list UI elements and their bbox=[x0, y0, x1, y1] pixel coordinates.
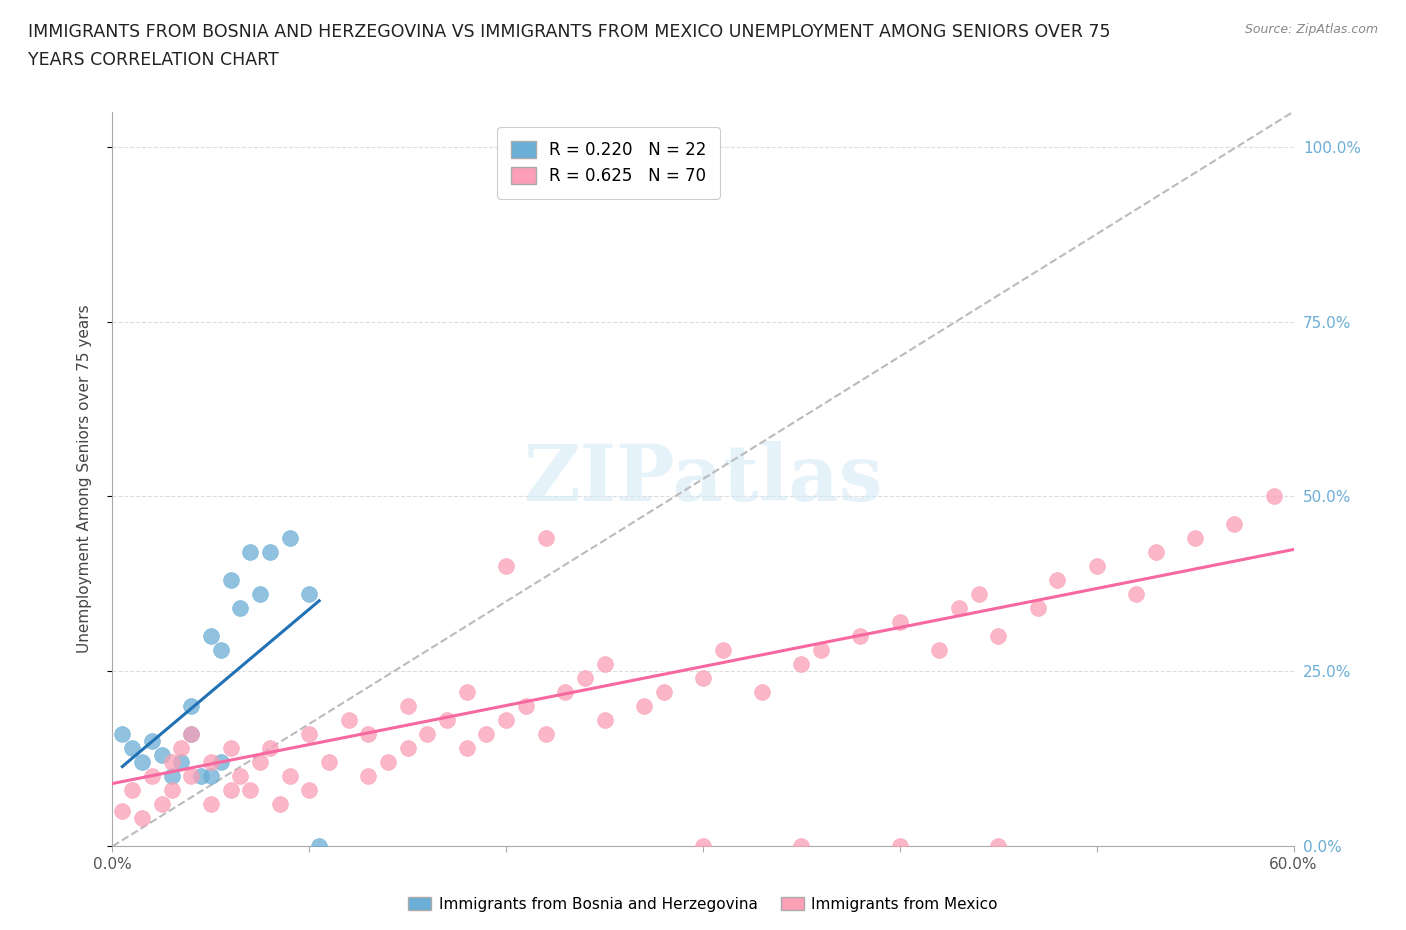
Point bbox=[377, 755, 399, 770]
Point bbox=[239, 783, 262, 798]
Point bbox=[337, 713, 360, 728]
Legend: Immigrants from Bosnia and Herzegovina, Immigrants from Mexico: Immigrants from Bosnia and Herzegovina, … bbox=[402, 890, 1004, 918]
Point bbox=[790, 657, 813, 671]
Point bbox=[229, 601, 252, 616]
Point bbox=[308, 839, 330, 854]
Text: YEARS CORRELATION CHART: YEARS CORRELATION CHART bbox=[28, 51, 278, 69]
Point bbox=[928, 643, 950, 658]
Point bbox=[150, 797, 173, 812]
Point bbox=[692, 671, 714, 685]
Text: IMMIGRANTS FROM BOSNIA AND HERZEGOVINA VS IMMIGRANTS FROM MEXICO UNEMPLOYMENT AM: IMMIGRANTS FROM BOSNIA AND HERZEGOVINA V… bbox=[28, 23, 1111, 41]
Point bbox=[141, 734, 163, 749]
Point bbox=[298, 783, 321, 798]
Point bbox=[790, 839, 813, 854]
Point bbox=[160, 769, 183, 784]
Point bbox=[170, 755, 193, 770]
Point bbox=[810, 643, 832, 658]
Point bbox=[141, 769, 163, 784]
Point bbox=[889, 615, 911, 630]
Point bbox=[1026, 601, 1049, 616]
Legend: R = 0.220   N = 22, R = 0.625   N = 70: R = 0.220 N = 22, R = 0.625 N = 70 bbox=[498, 127, 720, 199]
Point bbox=[633, 699, 655, 714]
Point bbox=[574, 671, 596, 685]
Point bbox=[170, 741, 193, 756]
Point bbox=[436, 713, 458, 728]
Point bbox=[456, 741, 478, 756]
Point bbox=[249, 755, 271, 770]
Point bbox=[180, 727, 202, 742]
Point bbox=[652, 684, 675, 699]
Point bbox=[475, 727, 498, 742]
Point bbox=[111, 804, 134, 818]
Point bbox=[180, 727, 202, 742]
Point bbox=[889, 839, 911, 854]
Point bbox=[456, 684, 478, 699]
Point bbox=[209, 755, 232, 770]
Point bbox=[131, 755, 153, 770]
Point bbox=[495, 559, 517, 574]
Point bbox=[534, 531, 557, 546]
Text: ZIPatlas: ZIPatlas bbox=[523, 441, 883, 517]
Point bbox=[1263, 489, 1285, 504]
Point bbox=[1184, 531, 1206, 546]
Point bbox=[219, 783, 242, 798]
Point bbox=[515, 699, 537, 714]
Point bbox=[751, 684, 773, 699]
Point bbox=[121, 783, 143, 798]
Point bbox=[209, 643, 232, 658]
Point bbox=[948, 601, 970, 616]
Point bbox=[298, 587, 321, 602]
Point bbox=[190, 769, 212, 784]
Point bbox=[849, 629, 872, 644]
Point bbox=[249, 587, 271, 602]
Point bbox=[259, 741, 281, 756]
Point bbox=[1046, 573, 1069, 588]
Point bbox=[200, 797, 222, 812]
Point bbox=[554, 684, 576, 699]
Y-axis label: Unemployment Among Seniors over 75 years: Unemployment Among Seniors over 75 years bbox=[77, 305, 91, 653]
Point bbox=[1223, 517, 1246, 532]
Point bbox=[229, 769, 252, 784]
Point bbox=[416, 727, 439, 742]
Point bbox=[278, 531, 301, 546]
Point bbox=[1085, 559, 1108, 574]
Point bbox=[200, 629, 222, 644]
Point bbox=[534, 727, 557, 742]
Point bbox=[239, 545, 262, 560]
Point bbox=[200, 755, 222, 770]
Point bbox=[298, 727, 321, 742]
Point bbox=[711, 643, 734, 658]
Point bbox=[269, 797, 291, 812]
Point bbox=[593, 657, 616, 671]
Point bbox=[633, 167, 655, 182]
Point bbox=[180, 699, 202, 714]
Point bbox=[180, 769, 202, 784]
Point bbox=[495, 713, 517, 728]
Point bbox=[318, 755, 340, 770]
Point bbox=[967, 587, 990, 602]
Point bbox=[987, 629, 1010, 644]
Point bbox=[111, 727, 134, 742]
Point bbox=[160, 755, 183, 770]
Point bbox=[219, 573, 242, 588]
Point bbox=[259, 545, 281, 560]
Point bbox=[357, 769, 380, 784]
Point bbox=[1144, 545, 1167, 560]
Point bbox=[150, 748, 173, 763]
Point bbox=[396, 699, 419, 714]
Point bbox=[357, 727, 380, 742]
Point bbox=[583, 167, 606, 182]
Point bbox=[1125, 587, 1147, 602]
Point bbox=[121, 741, 143, 756]
Text: Source: ZipAtlas.com: Source: ZipAtlas.com bbox=[1244, 23, 1378, 36]
Point bbox=[131, 811, 153, 826]
Point bbox=[593, 713, 616, 728]
Point bbox=[219, 741, 242, 756]
Point bbox=[278, 769, 301, 784]
Point bbox=[160, 783, 183, 798]
Point bbox=[396, 741, 419, 756]
Point bbox=[987, 839, 1010, 854]
Point bbox=[200, 769, 222, 784]
Point bbox=[692, 839, 714, 854]
